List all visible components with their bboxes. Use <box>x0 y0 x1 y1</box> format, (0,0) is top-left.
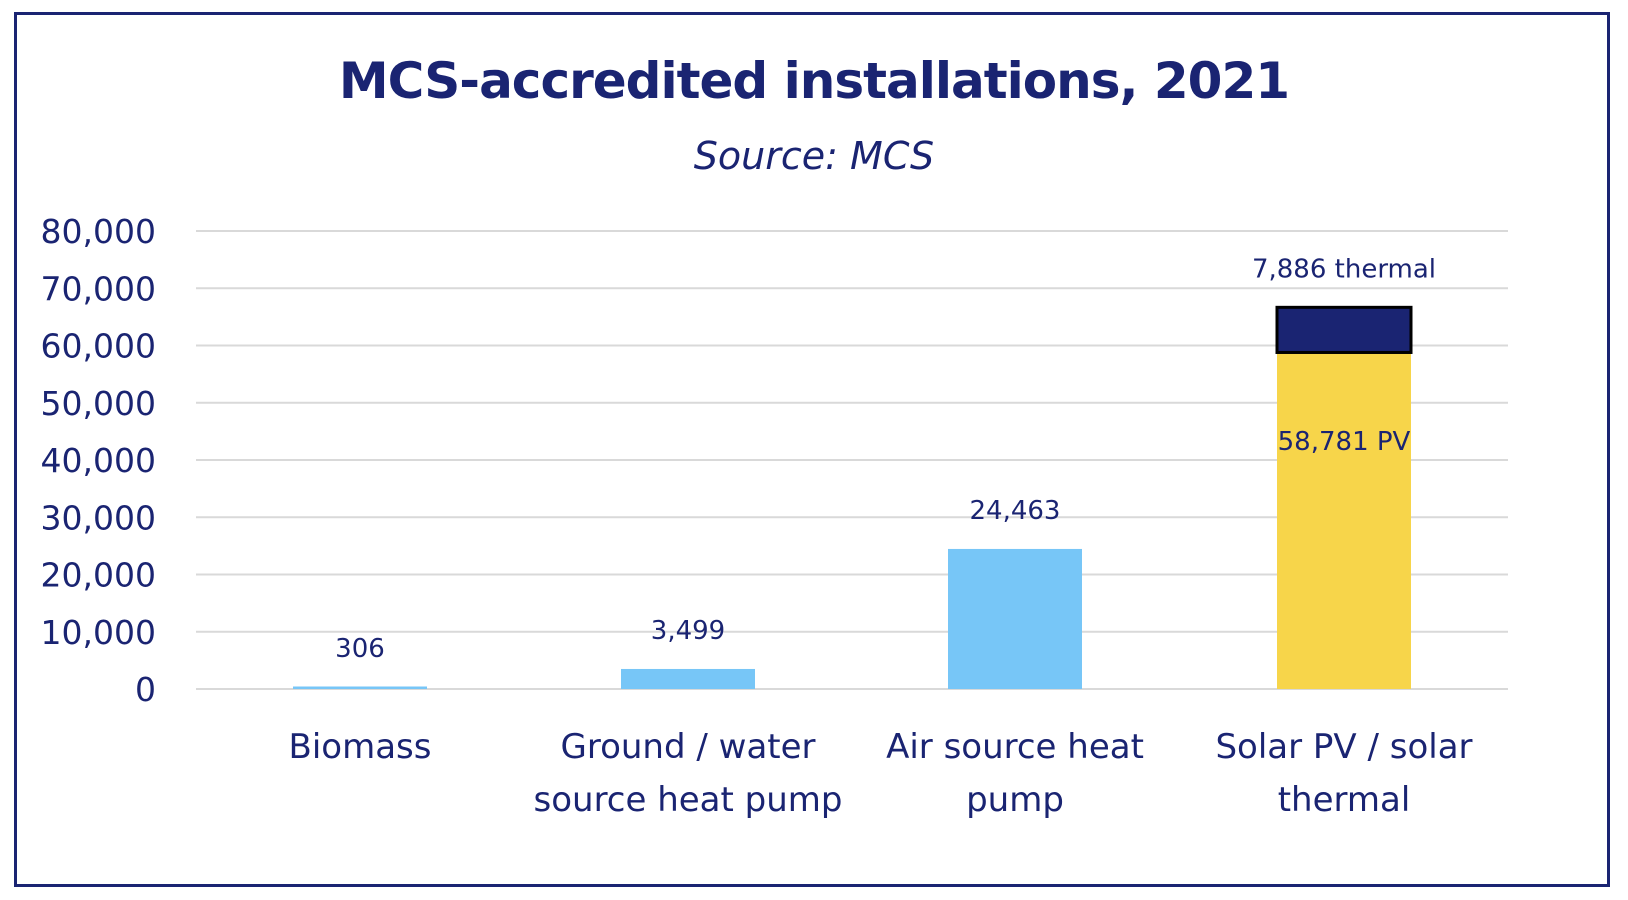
y-tick-label: 50,000 <box>41 384 156 423</box>
bar-segment <box>1277 352 1411 689</box>
x-category-label: Ground / water <box>561 727 816 767</box>
y-axis: 0 10,000 20,000 30,000 40,000 50,000 60,000 70,… <box>41 212 156 709</box>
data-label: 24,463 <box>970 496 1061 526</box>
chart-title: MCS-accredited installations, 2021 <box>338 52 1290 110</box>
x-category-label: Air source heat <box>886 727 1144 767</box>
x-category-label: pump <box>966 780 1064 820</box>
x-axis: Biomass Ground / water source heat pump Air… <box>289 727 1473 820</box>
x-category-label: Biomass <box>289 727 432 767</box>
bar-segment <box>621 668 755 689</box>
data-label: 306 <box>335 634 385 664</box>
data-label: 7,886 thermal <box>1252 254 1436 284</box>
x-category-label: source heat pump <box>534 780 843 820</box>
chart-subtitle: Source: MCS <box>693 134 935 178</box>
y-tick-label: 0 <box>135 670 156 709</box>
bars: 306 3,499 24,463 58,781 PV 7,886 thermal <box>293 254 1436 689</box>
y-tick-label: 10,000 <box>41 613 156 652</box>
bar-segment <box>948 548 1082 689</box>
data-label: 58,781 PV <box>1278 427 1411 457</box>
y-tick-label: 80,000 <box>41 212 156 251</box>
bar-segment <box>293 686 427 689</box>
y-tick-label: 30,000 <box>41 498 156 537</box>
y-tick-label: 20,000 <box>41 556 156 595</box>
x-category-label: thermal <box>1278 780 1411 820</box>
bar-segment <box>1275 305 1413 354</box>
y-tick-label: 60,000 <box>41 327 156 366</box>
x-category-label: Solar PV / solar <box>1215 727 1472 767</box>
y-tick-label: 70,000 <box>41 269 156 308</box>
data-label: 3,499 <box>651 616 725 646</box>
y-tick-label: 40,000 <box>41 441 156 480</box>
